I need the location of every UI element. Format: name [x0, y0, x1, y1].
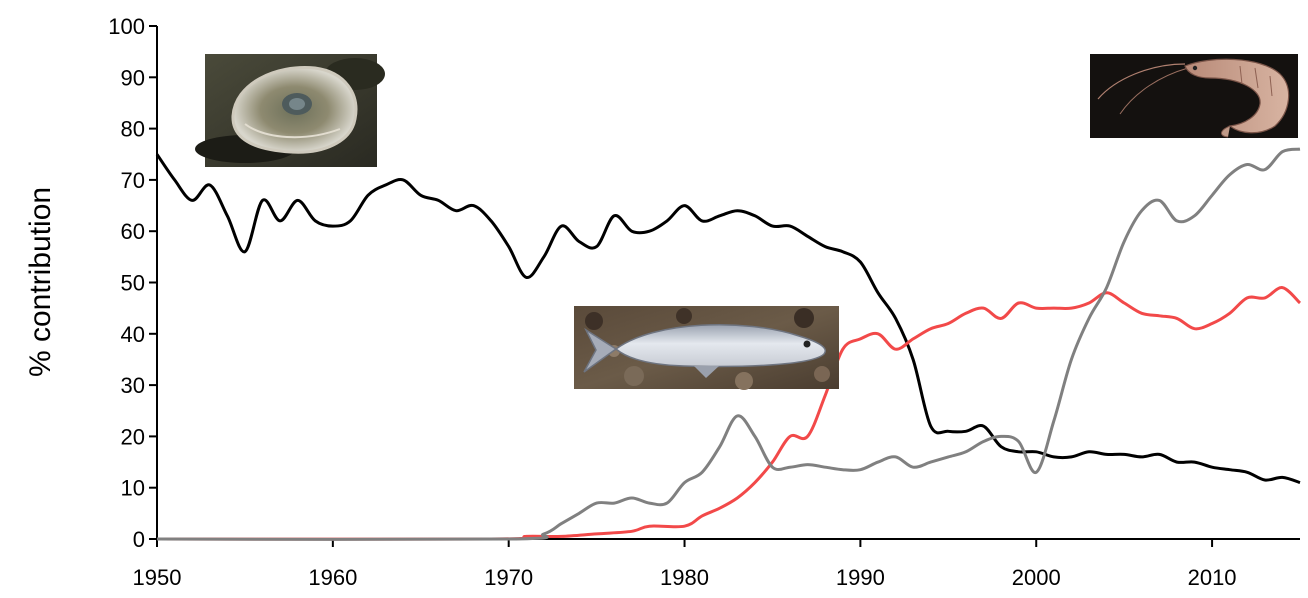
y-tick-label: 60 [121, 219, 145, 244]
x-ticks: 1950 1960 1970 1980 1990 2000 2010 [133, 539, 1237, 590]
y-tick-label: 50 [121, 271, 145, 296]
y-tick-label: 80 [121, 117, 145, 142]
salmon-photo [574, 306, 839, 390]
y-axis-title: % contribution [24, 187, 57, 377]
x-tick-label: 1960 [308, 565, 357, 590]
x-tick-label: 1990 [836, 565, 885, 590]
shrimp-photo [1090, 54, 1298, 138]
y-tick-label: 0 [133, 527, 145, 552]
x-tick-label: 1980 [660, 565, 709, 590]
series-line-oyster [155, 153, 1301, 485]
series-line-shrimp [156, 147, 1301, 541]
y-tick-label: 20 [121, 424, 145, 449]
y-tick-label: 70 [121, 168, 145, 193]
y-tick-label: 100 [108, 14, 145, 39]
y-ticks: 0 10 20 30 40 50 60 70 80 90 100 [108, 14, 157, 552]
x-tick-label: 2010 [1188, 565, 1237, 590]
x-tick-label: 1970 [484, 565, 533, 590]
y-tick-label: 30 [121, 373, 145, 398]
oyster-photo [195, 54, 385, 167]
series-layer [155, 147, 1302, 541]
series-line-salmon [156, 286, 1302, 541]
y-tick-label: 10 [121, 476, 145, 501]
y-tick-label: 40 [121, 322, 145, 347]
y-tick-label: 90 [121, 65, 145, 90]
x-tick-label: 1950 [133, 565, 182, 590]
x-tick-label: 2000 [1012, 565, 1061, 590]
